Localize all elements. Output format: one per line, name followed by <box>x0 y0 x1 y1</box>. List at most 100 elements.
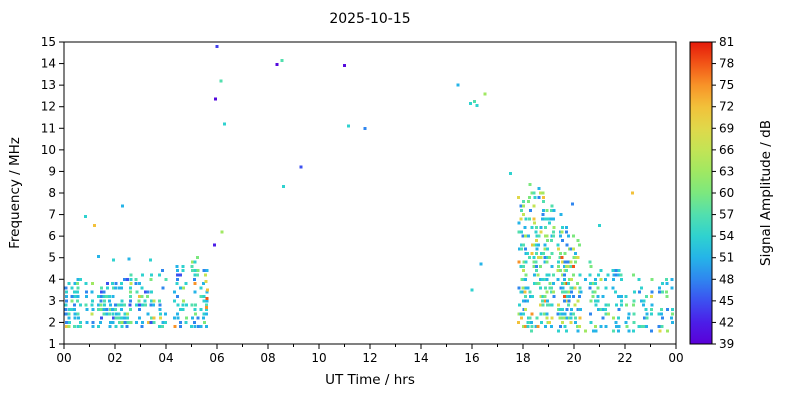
data-point <box>73 316 77 320</box>
data-point <box>545 316 549 320</box>
data-point <box>604 325 608 329</box>
data-point <box>671 320 675 324</box>
data-point <box>84 215 88 219</box>
data-point <box>519 208 523 212</box>
data-point <box>85 308 89 311</box>
data-point <box>557 264 561 268</box>
data-point <box>660 312 664 316</box>
data-point <box>65 320 68 324</box>
data-point <box>563 312 567 316</box>
data-point <box>561 273 564 277</box>
data-point <box>645 325 649 329</box>
data-point <box>517 230 521 234</box>
data-point <box>548 286 552 290</box>
x-tick-label: 06 <box>209 351 224 365</box>
data-point <box>280 58 284 62</box>
data-point <box>523 290 527 294</box>
data-point <box>524 277 527 281</box>
data-point <box>560 260 564 264</box>
data-point <box>205 297 209 301</box>
data-point <box>100 316 104 320</box>
data-point <box>76 312 80 316</box>
data-point <box>565 295 569 298</box>
data-point <box>658 329 662 333</box>
data-point <box>140 325 144 329</box>
data-point <box>64 290 68 294</box>
data-point <box>549 286 553 290</box>
data-point <box>565 308 569 311</box>
data-point <box>536 273 540 277</box>
data-point <box>173 325 177 329</box>
data-point <box>524 295 527 298</box>
data-point <box>68 308 71 311</box>
data-point <box>108 303 112 307</box>
data-point <box>642 325 646 329</box>
data-point <box>76 325 80 329</box>
data-point <box>619 295 623 298</box>
data-point <box>578 286 582 290</box>
data-point <box>565 264 569 268</box>
data-point <box>521 243 525 247</box>
data-point <box>639 299 643 303</box>
data-point <box>67 325 71 329</box>
data-point <box>147 320 150 324</box>
data-point <box>561 312 565 316</box>
data-point <box>612 273 616 277</box>
data-point <box>556 312 560 316</box>
data-point <box>97 325 101 329</box>
data-point <box>541 195 545 199</box>
data-point <box>567 264 571 268</box>
data-point <box>521 213 525 217</box>
data-point <box>143 303 147 307</box>
data-point <box>611 269 615 273</box>
data-point <box>541 217 545 221</box>
data-point <box>665 290 669 294</box>
data-point <box>138 308 142 311</box>
x-tick-label: 12 <box>362 351 377 365</box>
data-point <box>193 260 197 264</box>
data-point <box>529 295 532 298</box>
data-point <box>64 312 68 316</box>
data-point <box>539 256 543 260</box>
data-point <box>591 329 595 333</box>
data-point <box>190 303 194 307</box>
data-point <box>67 320 71 324</box>
data-point <box>119 303 123 307</box>
data-point <box>152 316 156 320</box>
data-point <box>76 277 80 281</box>
data-point <box>591 282 595 286</box>
data-point <box>542 208 545 212</box>
data-point <box>526 251 530 255</box>
data-point <box>120 325 124 329</box>
data-point <box>524 260 528 264</box>
data-point <box>591 295 595 298</box>
data-point <box>176 277 180 281</box>
data-point <box>632 299 636 303</box>
data-point <box>650 295 654 298</box>
data-point <box>523 234 527 238</box>
data-point <box>624 295 628 298</box>
data-point <box>78 277 82 281</box>
data-point <box>544 217 547 221</box>
data-point <box>573 286 577 290</box>
data-point <box>594 303 598 307</box>
data-point <box>594 329 598 333</box>
data-point <box>604 303 608 307</box>
data-point <box>184 282 188 286</box>
data-point <box>569 286 573 290</box>
data-point <box>589 264 593 268</box>
data-point <box>612 316 615 320</box>
data-point <box>572 273 575 277</box>
data-point <box>567 295 571 298</box>
data-point <box>545 234 549 238</box>
colorbar-tick-label: 39 <box>719 337 734 351</box>
x-tick-label: 00 <box>56 351 71 365</box>
data-point <box>530 191 534 195</box>
data-point <box>193 325 197 329</box>
data-point <box>526 200 530 204</box>
y-tick-label: 13 <box>41 78 56 92</box>
data-point <box>545 299 549 303</box>
data-point <box>113 303 117 307</box>
data-point <box>128 286 132 290</box>
